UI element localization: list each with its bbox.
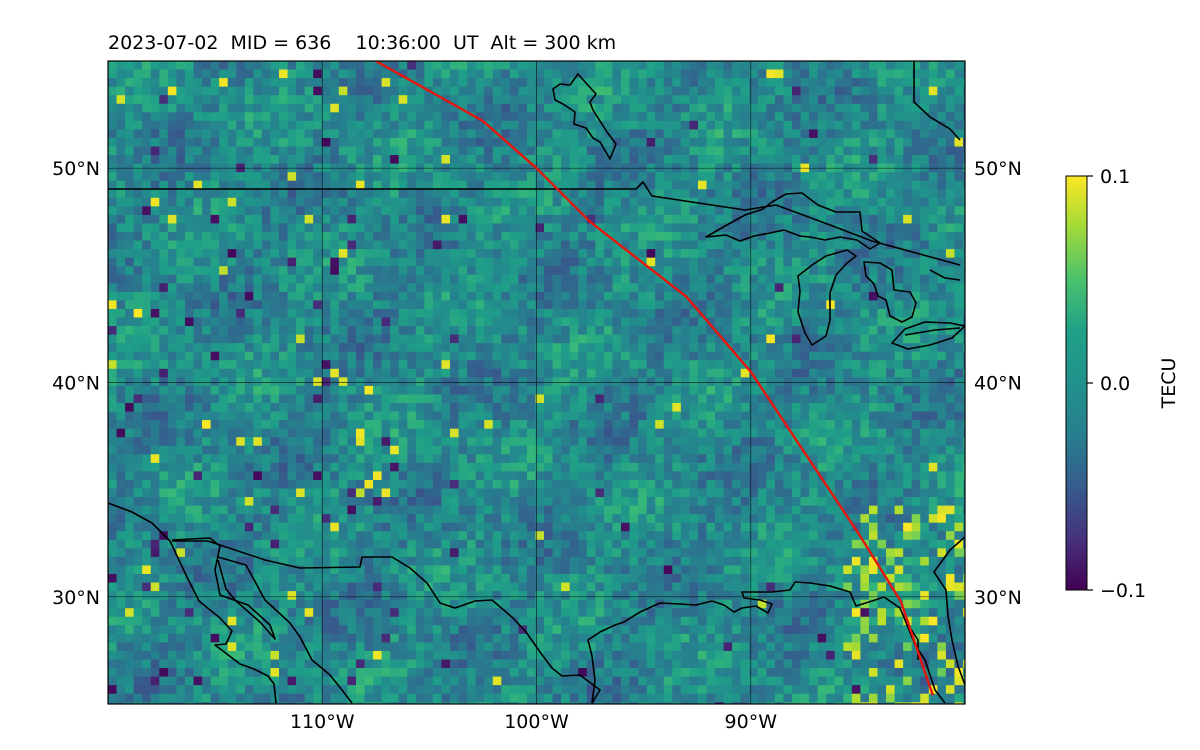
overlay-track-line <box>375 61 935 696</box>
colorbar-gradient <box>1065 175 1088 591</box>
y-tick-label-left: 30°N <box>52 587 100 609</box>
y-tick-label-right: 40°N <box>974 373 1022 395</box>
colorbar-tick-label: 0.0 <box>1100 373 1130 395</box>
y-tick-label-left: 50°N <box>52 158 100 180</box>
x-tick-label: 110°W <box>290 711 355 733</box>
coastlines <box>108 61 965 704</box>
axis-ticks: 110°W 100°W 90°W 30°N 30°N 40°N 40°N 50°N 50°N <box>52 158 1022 733</box>
us-canada-border <box>108 181 961 266</box>
plot-frame <box>107 60 966 705</box>
lake-michigan <box>797 249 857 346</box>
hudson-bay-east-coast <box>913 61 961 141</box>
y-tick-label-right: 50°N <box>974 158 1022 180</box>
atlantic-coast <box>933 536 965 686</box>
colorbar-tick-label: −0.1 <box>1100 580 1146 602</box>
colorbar-label: TECU <box>1158 358 1180 410</box>
chart-title: 2023-07-02 MID = 636 10:36:00 UT Alt = 3… <box>108 32 616 54</box>
lake-erie <box>891 321 965 350</box>
mexico-west-coast <box>217 556 353 704</box>
colorbar-ticks: 0.1 0.0 −0.1 <box>1087 166 1146 602</box>
x-tick-label: 90°W <box>725 711 778 733</box>
great-lakes-shore <box>904 327 961 336</box>
lake-superior <box>705 192 881 250</box>
lake-huron <box>863 261 917 323</box>
lake-ontario <box>929 269 961 281</box>
hudson-bay-coast <box>552 73 617 160</box>
y-tick-label-left: 40°N <box>52 373 100 395</box>
gulf-coast <box>587 581 946 704</box>
x-tick-label: 100°W <box>504 711 569 733</box>
y-tick-label-right: 30°N <box>974 587 1022 609</box>
colorbar: 0.1 0.0 −0.1 TECU <box>1065 166 1180 602</box>
pacific-coast <box>108 502 277 704</box>
heatmap-cells <box>108 61 965 704</box>
colorbar-tick-label: 0.1 <box>1100 166 1130 188</box>
us-mexico-border <box>172 540 601 704</box>
